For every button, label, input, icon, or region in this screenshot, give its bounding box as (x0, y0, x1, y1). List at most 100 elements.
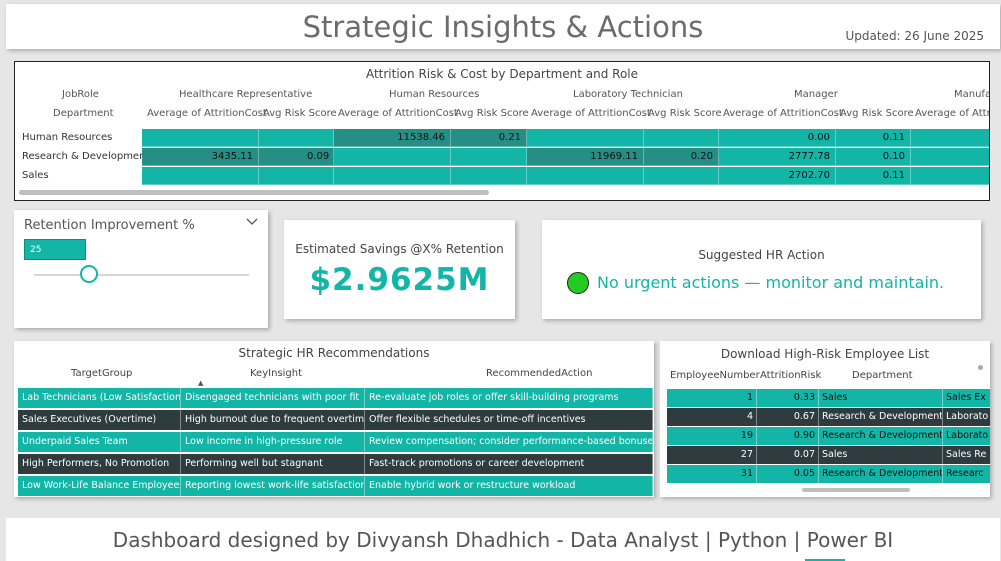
cell-keyinsight: Reporting lowest work-life satisfaction (181, 476, 365, 496)
cell-jobrole: Laborato (943, 408, 990, 426)
matrix-cell (334, 148, 451, 166)
attrition-matrix[interactable]: Attrition Risk & Cost by Department and … (14, 61, 990, 201)
matrix-measure-header[interactable]: Avg Risk Score (840, 108, 914, 119)
table-row[interactable]: Lab Technicians (Low Satisfaction) Disen… (18, 388, 653, 408)
matrix-measure-header[interactable]: Avg Risk Score (263, 108, 337, 119)
cell-attritionrisk: 0.07 (757, 446, 819, 464)
column-header-department[interactable]: Department (852, 370, 913, 381)
footer-credit: Dashboard designed by Divyansh Dhadhich … (112, 528, 894, 552)
cell-jobrole: Sales Re (943, 446, 990, 464)
table-row[interactable]: 19 0.90 Research & Development Laborato (667, 427, 990, 445)
high-risk-employee-table[interactable]: Download High-Risk Employee List Employe… (660, 341, 990, 497)
cell-recommendedaction: Enable hybrid work or restructure worklo… (365, 476, 653, 496)
matrix-cell: 2702.70 (719, 167, 836, 185)
cell-targetgroup: Sales Executives (Overtime) (18, 410, 181, 430)
matrix-row-label[interactable]: Research & Development (22, 151, 150, 162)
matrix-cell: 11538.46 (334, 129, 451, 147)
matrix-cell (259, 129, 334, 147)
matrix-cell (527, 129, 644, 147)
matrix-role-header[interactable]: Manager (794, 89, 838, 100)
cell-targetgroup: Low Work-Life Balance Employees (18, 476, 181, 496)
cell-attritionrisk: 0.05 (757, 465, 819, 483)
savings-kpi-card: Estimated Savings @X% Retention $2.9625M (284, 220, 515, 319)
table-row[interactable]: Underpaid Sales Team Low income in high-… (18, 432, 653, 452)
column-header-attritionrisk[interactable]: AttritionRisk (760, 370, 822, 381)
slider-track[interactable] (34, 274, 249, 276)
matrix-measure-header[interactable]: Average of AttritionCost (338, 108, 458, 119)
table-row[interactable]: 27 0.07 Sales Sales Re (667, 446, 990, 464)
recommendations-title: Strategic HR Recommendations (238, 346, 430, 360)
matrix-cell: 0.20 (644, 148, 719, 166)
slider-handle[interactable] (80, 265, 98, 283)
cell-attritionrisk: 0.90 (757, 427, 819, 445)
cell-employeenumber: 31 (667, 465, 757, 483)
matrix-measure-header[interactable]: Avg Risk Score (455, 108, 529, 119)
horizontal-scrollbar[interactable] (802, 488, 910, 492)
column-header-keyinsight[interactable]: KeyInsight (250, 368, 303, 379)
cell-employeenumber: 19 (667, 427, 757, 445)
matrix-cell (142, 167, 259, 185)
matrix-cell: 0.11 (836, 167, 911, 185)
recommendations-table[interactable]: Strategic HR Recommendations TargetGroup… (14, 341, 654, 497)
table-row[interactable]: 31 0.05 Research & Development Researc (667, 465, 990, 483)
cell-jobrole: Sales Ex (943, 389, 990, 407)
cell-keyinsight: High burnout due to frequent overtime (181, 410, 365, 430)
cell-jobrole: Researc (943, 465, 990, 483)
hr-action-card: Suggested HR Action No urgent actions — … (542, 220, 981, 319)
matrix-horizontal-scrollbar[interactable] (19, 190, 489, 195)
table-row[interactable]: 4 0.67 Research & Development Laborato (667, 408, 990, 426)
cell-attritionrisk: 0.33 (757, 389, 819, 407)
cell-targetgroup: High Performers, No Promotion (18, 454, 181, 474)
cell-department: Sales (819, 389, 943, 407)
matrix-role-header[interactable]: Manufa (954, 89, 990, 100)
cell-employeenumber: 27 (667, 446, 757, 464)
action-message: No urgent actions — monitor and maintain… (597, 273, 945, 292)
vertical-scrollbar[interactable] (978, 365, 983, 370)
page-title: Strategic Insights & Actions (302, 10, 704, 44)
matrix-role-header[interactable]: Healthcare Representative (179, 89, 313, 100)
updated-date: Updated: 26 June 2025 (845, 29, 984, 43)
column-header-employeenumber[interactable]: EmployeeNumber (670, 370, 760, 381)
matrix-measure-header[interactable]: Average of AttritionCost (915, 108, 989, 119)
action-label: Suggested HR Action (698, 248, 825, 262)
cell-targetgroup: Underpaid Sales Team (18, 432, 181, 452)
sort-ascending-icon[interactable]: ▲ (198, 379, 204, 387)
matrix-cell (644, 129, 719, 147)
chevron-down-icon[interactable] (246, 215, 258, 229)
matrix-cell: 0.09 (259, 148, 334, 166)
matrix-measure-header[interactable]: Avg Risk Score (648, 108, 722, 119)
table-row[interactable]: Low Work-Life Balance Employees Reportin… (18, 476, 653, 496)
matrix-measure-header[interactable]: Average of AttritionCost (531, 108, 651, 119)
column-header-recommendedaction[interactable]: RecommendedAction (486, 368, 593, 379)
matrix-row-label[interactable]: Sales (22, 170, 49, 181)
cell-employeenumber: 4 (667, 408, 757, 426)
matrix-row-label[interactable]: Human Resources (22, 132, 113, 143)
cell-keyinsight: Performing well but stagnant (181, 454, 365, 474)
column-header-targetgroup[interactable]: TargetGroup (71, 368, 133, 379)
matrix-measure-header[interactable]: Average of AttritionCost (147, 108, 267, 119)
cell-jobrole: Laborato (943, 427, 990, 445)
matrix-cell (451, 148, 527, 166)
cell-department: Research & Development (819, 408, 943, 426)
matrix-role-header[interactable]: Human Resources (389, 89, 480, 100)
slicer-value-input[interactable]: 25 (24, 239, 86, 260)
table-row[interactable]: 1 0.33 Sales Sales Ex (667, 389, 990, 407)
table-row[interactable]: High Performers, No Promotion Performing… (18, 454, 653, 474)
cell-keyinsight: Disengaged technicians with poor fit (181, 388, 365, 408)
matrix-title: Attrition Risk & Cost by Department and … (365, 67, 639, 81)
cell-recommendedaction: Offer flexible schedules or time-off inc… (365, 410, 653, 430)
matrix-cell: 3435.11 (142, 148, 259, 166)
retention-slicer[interactable]: Retention Improvement % 25 (14, 210, 268, 328)
matrix-cell: 0.11 (836, 129, 911, 147)
matrix-role-header[interactable]: Laboratory Technician (573, 89, 683, 100)
matrix-cell (334, 167, 451, 185)
kpi-label: Estimated Savings @X% Retention (295, 242, 504, 256)
matrix-cell (911, 167, 989, 185)
cell-targetgroup: Lab Technicians (Low Satisfaction) (18, 388, 181, 408)
matrix-cell (644, 167, 719, 185)
footer-accent-bar (805, 559, 845, 561)
table-row[interactable]: Sales Executives (Overtime) High burnout… (18, 410, 653, 430)
matrix-rowheader-jobrole: JobRole (62, 89, 99, 100)
matrix-measure-header[interactable]: Average of AttritionCost (723, 108, 843, 119)
risk-list-title[interactable]: Download High-Risk Employee List (720, 347, 930, 361)
